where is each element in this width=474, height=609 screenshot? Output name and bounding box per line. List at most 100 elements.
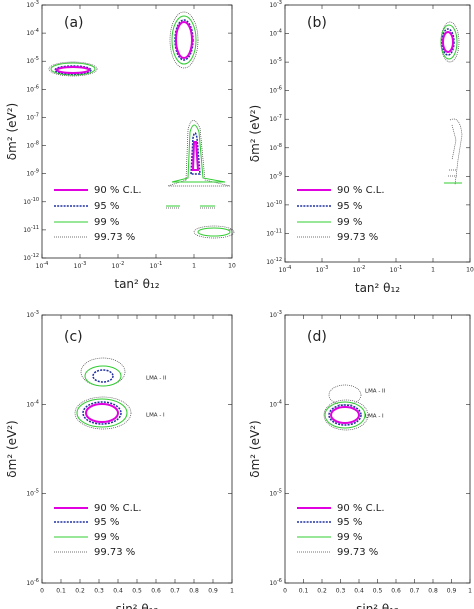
contour <box>76 398 128 428</box>
y-axis-label: δm² (eV²) <box>5 420 19 477</box>
contour <box>169 11 199 69</box>
region-label: LMA - II <box>146 376 167 382</box>
tick-label: 0 <box>283 588 287 595</box>
tick-label: 10-5 <box>269 57 282 66</box>
tick-exp: -4 <box>286 265 291 271</box>
legend-label: 99.73 % <box>94 547 135 558</box>
tick-base: 10 <box>266 259 274 266</box>
tick-base: 10 <box>112 263 120 270</box>
y-axis-label: δm² (eV²) <box>248 420 262 477</box>
tick-label: 10-9 <box>269 171 282 180</box>
tick-exp: -3 <box>34 0 39 6</box>
panel-label: (d) <box>307 329 327 345</box>
tick-base: 10 <box>150 263 158 270</box>
panel-label: (b) <box>307 15 327 31</box>
tick-exp: -11 <box>31 224 39 230</box>
tick-label: 10-5 <box>26 488 39 497</box>
tick-exp: -3 <box>81 261 86 267</box>
tick-exp: -6 <box>34 84 39 90</box>
tick-base: 10 <box>269 580 277 587</box>
tick-label: 0.3 <box>94 588 104 595</box>
tick-label: 10-11 <box>23 224 39 233</box>
contour <box>171 124 226 183</box>
tick-exp: -11 <box>274 228 282 234</box>
contour <box>92 369 114 383</box>
tick-label: 10-1 <box>390 265 403 274</box>
contour <box>84 365 122 387</box>
tick-base: 10 <box>26 86 34 93</box>
tick-base: 10 <box>269 490 277 497</box>
contour <box>174 19 194 61</box>
tick-label: 0.6 <box>151 588 161 595</box>
tick-exp: -12 <box>274 257 282 263</box>
tick-exp: -3 <box>277 0 282 6</box>
tick-label: 10-4 <box>26 399 39 408</box>
contour <box>330 406 360 424</box>
tick-label: 0.9 <box>208 588 218 595</box>
tick-base: 10 <box>26 58 34 65</box>
tick-label: 10-6 <box>269 85 282 94</box>
tick-label: 0.3 <box>336 588 346 595</box>
legend-label: 99 % <box>94 532 119 543</box>
tick-exp: -1 <box>397 265 402 271</box>
tick-label: 10 <box>466 267 474 274</box>
tick-label: 0.6 <box>391 588 401 595</box>
panel-label: (a) <box>64 15 84 31</box>
tick-label: 10-3 <box>74 261 87 270</box>
tick-label: 10-3 <box>26 310 39 319</box>
tick-base: 10 <box>269 144 277 151</box>
contour <box>328 404 362 426</box>
tick-base: 10 <box>269 116 277 123</box>
tick-label: 10-7 <box>269 114 282 123</box>
tick-label: 0.1 <box>56 588 66 595</box>
tick-label: 10-5 <box>26 56 39 65</box>
tick-label: 0.4 <box>354 588 364 595</box>
contour <box>442 31 454 53</box>
tick-label: 10-4 <box>279 265 292 274</box>
tick-base: 10 <box>269 312 277 319</box>
tick-base: 10 <box>390 267 398 274</box>
tick-label: 0.8 <box>428 588 438 595</box>
contour <box>50 62 96 76</box>
contour <box>48 61 98 77</box>
tick-exp: -9 <box>277 171 282 177</box>
tick-exp: -1 <box>157 261 162 267</box>
tick-base: 10 <box>269 87 277 94</box>
tick-label: 10-12 <box>266 257 282 266</box>
tick-label: 10-2 <box>112 261 125 270</box>
tick-label: 0.9 <box>447 588 457 595</box>
tick-base: 10 <box>26 142 34 149</box>
tick-label: 10-9 <box>26 168 39 177</box>
contour <box>193 225 235 239</box>
tick-label: 0.8 <box>189 588 199 595</box>
contour <box>323 399 369 431</box>
legend-label: 99.73 % <box>94 232 135 243</box>
tick-label: 10-3 <box>269 310 282 319</box>
tick-exp: -4 <box>277 28 282 34</box>
tick-base: 10 <box>353 267 361 274</box>
tick-exp: -5 <box>34 56 39 62</box>
tick-label: 10-10 <box>23 196 39 205</box>
tick-base: 10 <box>269 59 277 66</box>
tick-exp: -8 <box>277 142 282 148</box>
tick-exp: -7 <box>34 112 39 118</box>
plot-frame <box>41 314 233 584</box>
tick-label: 1 <box>431 267 435 274</box>
legend-label: 99 % <box>337 532 362 543</box>
tick-base: 10 <box>23 226 31 233</box>
tick-label: 1 <box>230 588 234 595</box>
tick-label: 0.1 <box>299 588 309 595</box>
tick-base: 10 <box>26 170 34 177</box>
tick-base: 10 <box>23 198 31 205</box>
tick-label: 0.7 <box>170 588 180 595</box>
tick-label: 1 <box>468 588 472 595</box>
tick-base: 10 <box>26 114 34 121</box>
contour <box>74 396 132 430</box>
tick-base: 10 <box>26 580 34 587</box>
contour <box>197 227 231 237</box>
tick-label: 10-6 <box>26 578 39 587</box>
tick-exp: -4 <box>43 261 48 267</box>
tick-label: 10-1 <box>150 261 163 270</box>
tick-base: 10 <box>26 2 34 9</box>
legend-label: 95 % <box>337 517 362 528</box>
